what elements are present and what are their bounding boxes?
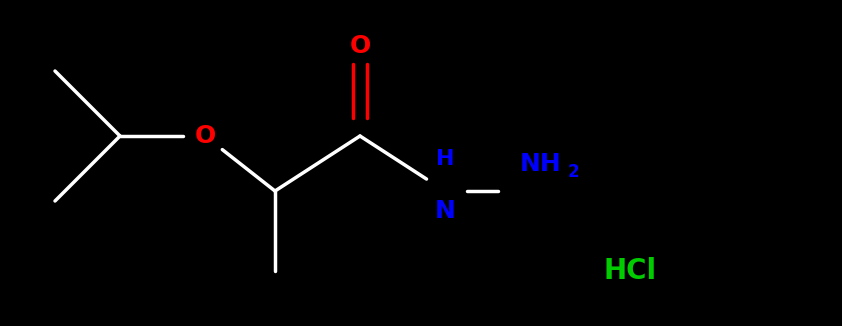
Text: O: O: [195, 124, 216, 148]
Text: NH: NH: [520, 152, 562, 176]
Text: N: N: [434, 199, 456, 223]
Text: H: H: [436, 149, 454, 169]
Text: 2: 2: [568, 163, 579, 181]
Text: HCl: HCl: [604, 257, 657, 285]
Text: O: O: [349, 34, 370, 58]
